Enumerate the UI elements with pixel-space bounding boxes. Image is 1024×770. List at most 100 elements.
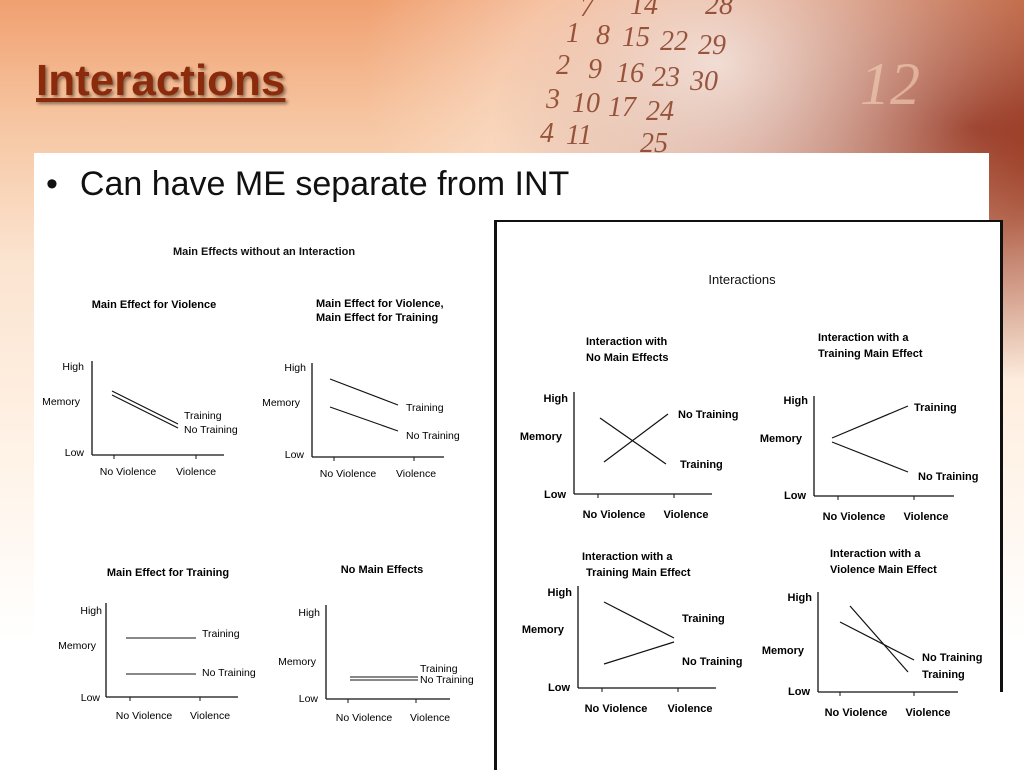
y-label-high: High xyxy=(544,393,569,405)
line-label: Training xyxy=(202,628,240,640)
graph-interaction-training-main-effect-2: Interaction with a Training Main Effect … xyxy=(522,551,743,715)
graph-no-main-effects: No Main Effects High Low Memory No Viole… xyxy=(278,564,474,724)
bg-number: 4 xyxy=(540,118,554,149)
interactions-graphs: Interactions Interaction with No Main Ef… xyxy=(520,272,983,719)
graph-main-effect-violence: Main Effect for Violence High Low Memory… xyxy=(42,299,238,478)
main-effects-graphs: Main Effects without an Interaction Main… xyxy=(42,246,474,724)
bg-number: 7 xyxy=(580,0,594,23)
y-label-low: Low xyxy=(544,489,566,501)
bg-number: 9 xyxy=(588,54,602,85)
y-label-high: High xyxy=(788,592,813,604)
graph-title: Main Effect for Violence, xyxy=(316,298,444,310)
graph-title: No Main Effects xyxy=(586,352,669,364)
slide-title: Interactions xyxy=(36,56,286,105)
line-label: No Training xyxy=(922,652,983,664)
graph-interaction-violence-main-effect: Interaction with a Violence Main Effect … xyxy=(762,548,983,719)
figure-title: Main Effects without an Interaction xyxy=(173,246,355,258)
line-label: No Training xyxy=(420,674,474,686)
x-label: No Violence xyxy=(823,511,886,523)
line-label: Training xyxy=(682,613,725,625)
main-effects-figure-lower xyxy=(34,540,494,768)
graph-title: Violence Main Effect xyxy=(830,564,937,576)
graph-interaction-no-main-effects: Interaction with No Main Effects High Lo… xyxy=(520,336,739,521)
line-no-training xyxy=(839,621,915,661)
y-axis-label: Memory xyxy=(520,431,563,443)
bg-number: 2 xyxy=(556,50,570,81)
bg-number: 14 xyxy=(630,0,658,21)
bg-number: 12 xyxy=(860,51,920,117)
x-label: Violence xyxy=(176,466,216,478)
bullet-text: Can have ME separate from INT xyxy=(79,165,570,203)
x-label: Violence xyxy=(396,468,436,480)
x-label: No Violence xyxy=(336,712,393,724)
bg-number: 23 xyxy=(652,62,680,93)
line-label: Training xyxy=(680,459,723,471)
bg-number: 28 xyxy=(705,0,733,21)
graph-title: No Main Effects xyxy=(341,564,424,576)
y-axis-label: Memory xyxy=(760,433,803,445)
y-axis-label: Memory xyxy=(262,397,301,409)
line-label: Training xyxy=(184,410,222,422)
bg-number: 11 xyxy=(566,120,592,151)
line-label: No Training xyxy=(202,667,256,679)
bg-number: 10 xyxy=(572,88,600,119)
y-label-low: Low xyxy=(81,692,101,704)
bg-number: 24 xyxy=(646,96,674,127)
line-no-training xyxy=(111,394,179,429)
y-axis-label: Memory xyxy=(42,396,81,408)
y-label-high: High xyxy=(284,362,306,374)
line-no-training xyxy=(831,441,909,473)
line-no-training xyxy=(329,406,399,432)
graph-title: Interaction with a xyxy=(830,548,921,560)
y-label-high: High xyxy=(80,605,102,617)
graph-main-effect-training: Main Effect for Training High Low Memory… xyxy=(58,567,256,722)
graph-title: Main Effect for Training xyxy=(107,567,229,579)
interactions-figure xyxy=(494,220,1003,770)
y-label-high: High xyxy=(784,395,809,407)
graph-title: Main Effect for Violence xyxy=(92,299,217,311)
x-label: Violence xyxy=(663,509,708,521)
line-label: No Training xyxy=(406,430,460,442)
line-no-training xyxy=(603,413,669,463)
x-label: No Violence xyxy=(825,707,888,719)
line-training xyxy=(603,601,675,639)
graph-title: Interaction with a xyxy=(582,551,673,563)
graph-title: Main Effect for Training xyxy=(316,312,438,324)
y-axis-label: Memory xyxy=(58,640,97,652)
content-panel xyxy=(34,153,989,221)
x-label: No Violence xyxy=(116,710,173,722)
bg-number: 30 xyxy=(690,66,718,97)
line-label: Training xyxy=(420,663,458,675)
bullet-symbol: • xyxy=(46,165,58,203)
y-label-high: High xyxy=(62,361,84,373)
y-label-low: Low xyxy=(784,490,806,502)
bg-number: 3 xyxy=(546,84,560,115)
x-label: Violence xyxy=(905,707,950,719)
y-label-high: High xyxy=(548,587,573,599)
y-label-low: Low xyxy=(788,686,810,698)
x-label: Violence xyxy=(903,511,948,523)
x-label: No Violence xyxy=(100,466,157,478)
graph-title: Interaction with a xyxy=(818,332,909,344)
x-label: No Violence xyxy=(585,703,648,715)
bg-number: 8 xyxy=(596,20,610,51)
bg-number: 15 xyxy=(622,22,650,53)
y-label-low: Low xyxy=(65,447,85,459)
x-label: Violence xyxy=(190,710,230,722)
line-label: No Training xyxy=(184,424,238,436)
x-label: Violence xyxy=(410,712,450,724)
line-label: Training xyxy=(914,402,957,414)
graph-main-effect-violence-training: Main Effect for Violence, Main Effect fo… xyxy=(262,298,460,480)
x-label: No Violence xyxy=(583,509,646,521)
graph-title: Interaction with xyxy=(586,336,668,348)
figure-title: Interactions xyxy=(708,272,776,287)
y-label-low: Low xyxy=(299,693,319,705)
line-training xyxy=(831,405,909,439)
line-label: Training xyxy=(922,669,965,681)
line-training xyxy=(111,390,179,425)
x-label: No Violence xyxy=(320,468,377,480)
line-training xyxy=(329,378,399,406)
bg-number: 17 xyxy=(608,92,636,123)
line-label: No Training xyxy=(682,656,743,668)
graph-title: Training Main Effect xyxy=(818,348,923,360)
